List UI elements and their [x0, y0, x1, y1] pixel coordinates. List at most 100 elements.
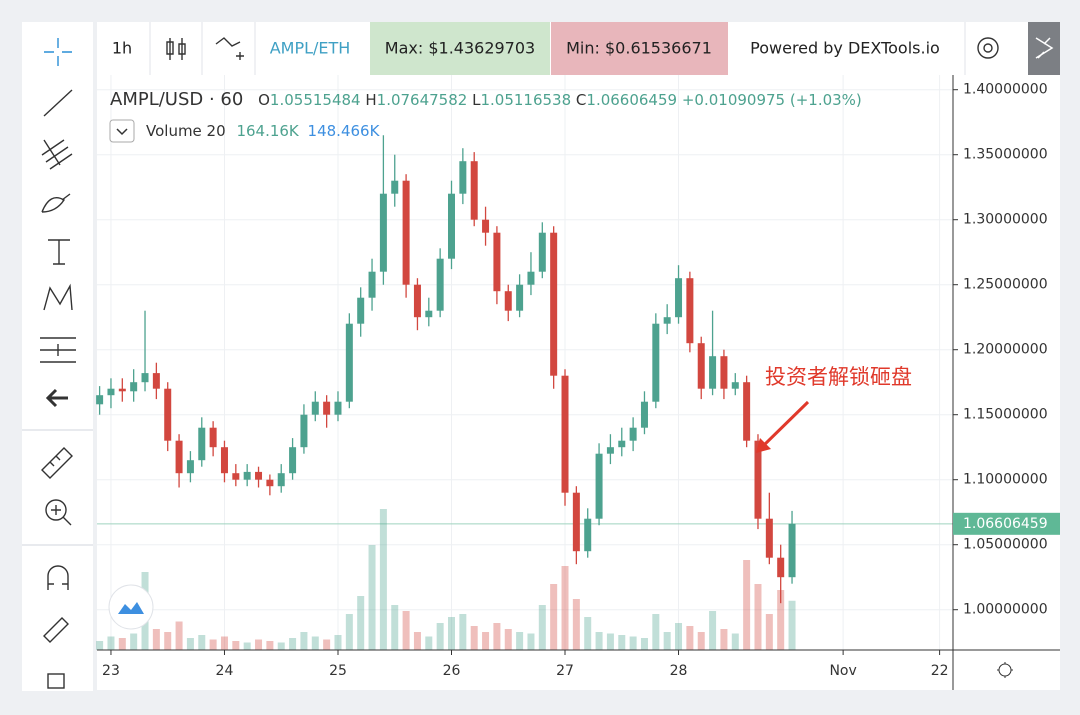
logo-mark[interactable] [118, 602, 144, 614]
volume-bar [731, 633, 739, 650]
volume-bar [152, 629, 160, 650]
chart-area [97, 75, 1060, 690]
fullscreen-button[interactable] [1028, 22, 1060, 75]
candle-body [584, 518, 592, 552]
indicators-button[interactable] [215, 37, 244, 60]
y-tick-label: 1.20000000 [963, 342, 1048, 358]
y-tick-label: 1.05000000 [963, 537, 1048, 553]
pair-button[interactable]: AMPL/ETH [270, 39, 351, 58]
volume-bar [538, 605, 546, 650]
candle-body [311, 401, 319, 415]
back-tool[interactable] [45, 388, 68, 408]
x-tick-label: 27 [556, 663, 574, 679]
crosshair-tool[interactable] [44, 38, 72, 66]
volume-bar [482, 632, 490, 650]
max-price: Max: $1.43629703 [385, 39, 535, 58]
interval-button[interactable]: 1h [112, 39, 132, 58]
magnet-tool[interactable] [47, 565, 69, 590]
volume-bar [311, 636, 319, 650]
legend-ohlc: O1.05515484 H1.07647582 L1.05116538 C1.0… [253, 91, 861, 109]
volume-bar [232, 641, 240, 650]
chart-style-button[interactable] [166, 38, 186, 60]
fib-tool[interactable] [41, 139, 73, 170]
candle-body [493, 232, 501, 292]
candle-body [448, 193, 456, 259]
volume-bar [618, 635, 626, 650]
measure-tool[interactable] [41, 447, 73, 479]
candle-body [368, 271, 376, 298]
volume-value: 164.16K [236, 122, 299, 140]
fullscreen-icon[interactable] [1035, 37, 1054, 59]
volume-bar [516, 632, 524, 650]
logo[interactable] [108, 584, 154, 630]
volume-bar [425, 636, 433, 650]
volume-bar [186, 638, 194, 650]
candle-body [788, 523, 796, 578]
candle-body [482, 219, 490, 233]
candle-body [720, 356, 728, 389]
volume-bar [629, 636, 637, 650]
volume-bar [459, 614, 467, 650]
candle-body [652, 323, 660, 402]
volume-bar [765, 614, 773, 650]
candle-body [220, 447, 228, 474]
annotation-arrowhead [756, 438, 771, 453]
volume-bar [130, 633, 138, 650]
volume-bar [175, 621, 183, 650]
settings-button[interactable] [977, 37, 999, 59]
candle-body [765, 518, 773, 558]
ohlc-value: 1.07647582 [377, 91, 468, 109]
volume-legend: Volume 20 164.16K 148.466K [146, 122, 381, 140]
volume-bar [413, 632, 421, 650]
x-tick-label: Nov [829, 663, 856, 679]
x-tick-label: 22 [931, 663, 949, 679]
volume-bar [595, 632, 603, 650]
pattern-tool[interactable] [43, 283, 73, 311]
candle-body [504, 291, 512, 311]
powered-by[interactable]: Powered by DEXTools.io [750, 39, 940, 58]
volume-bar [550, 584, 558, 650]
candle-body [402, 180, 410, 285]
candle-body [300, 414, 308, 448]
volume-bar [243, 642, 251, 650]
collapse-icon[interactable] [116, 128, 128, 136]
candle-body [232, 473, 240, 480]
volume-bar [107, 636, 115, 650]
min-price: Min: $0.61536671 [566, 39, 712, 58]
candle-body [175, 440, 183, 474]
collapse-button[interactable] [109, 119, 135, 143]
candle-body [96, 395, 104, 405]
volume-bar [675, 623, 683, 650]
annotation-arrow [760, 400, 810, 449]
max-box [370, 22, 550, 75]
candle-body [379, 193, 387, 272]
ohlc-label: C [576, 91, 586, 109]
trend-line-tool[interactable] [43, 89, 73, 117]
candle-body [391, 180, 399, 194]
volume-bar [402, 611, 410, 650]
volume-bar [788, 600, 796, 650]
volume-bar [640, 638, 648, 650]
candle-body [266, 479, 274, 487]
candle-body [141, 373, 149, 383]
prediction-tool[interactable] [40, 337, 76, 363]
brush-tool[interactable] [41, 193, 71, 213]
text-tool[interactable] [48, 239, 70, 265]
y-tick-label: 1.10000000 [963, 472, 1048, 488]
min-box [551, 22, 728, 75]
volume-bar [266, 641, 274, 650]
axis-settings-icon[interactable] [998, 663, 1012, 677]
candle-body [754, 440, 762, 519]
ohlc-value: 1.06606459 [586, 91, 677, 109]
volume-bar [720, 629, 728, 650]
x-tick-label: 25 [329, 663, 347, 679]
lock-tool[interactable] [47, 673, 65, 689]
volume-bar [606, 633, 614, 650]
zoom-tool[interactable] [45, 499, 67, 521]
volume-bar [777, 590, 785, 650]
candle-body [186, 460, 194, 474]
lock-draw-tool[interactable] [43, 617, 69, 643]
candle-body [255, 471, 263, 480]
volume-bar [754, 584, 762, 650]
ohlc-label: H [365, 91, 376, 109]
